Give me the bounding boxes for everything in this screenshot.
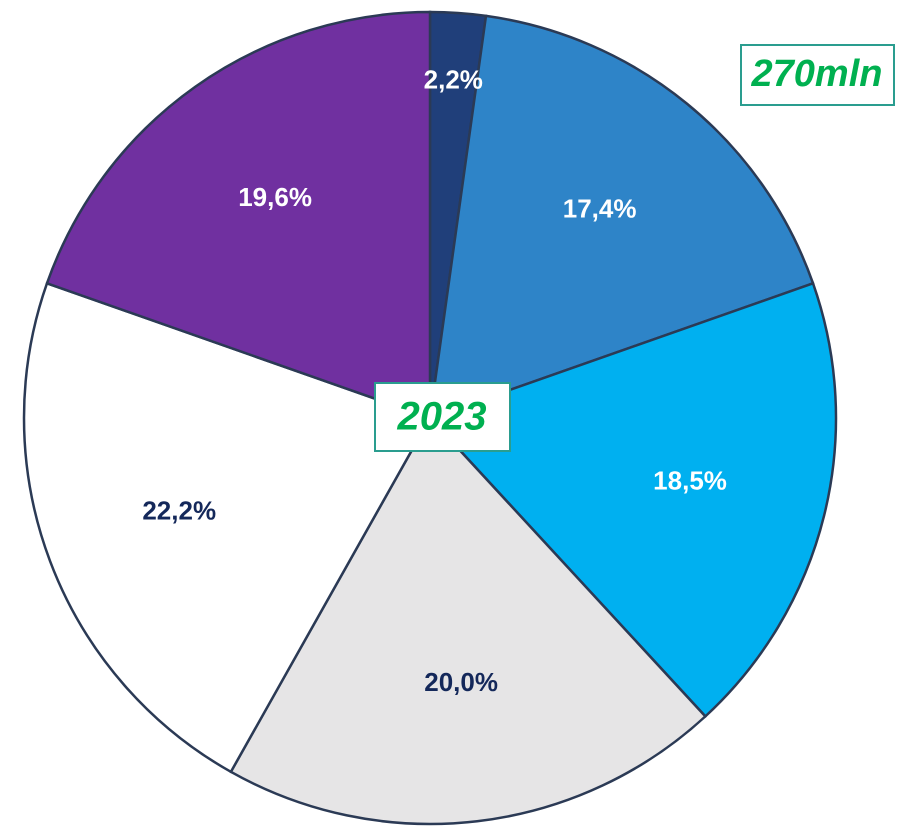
pie [22, 10, 838, 826]
data-label: 2,2% [424, 65, 483, 95]
pie-slice [427, 281, 838, 719]
pie-slice [22, 281, 432, 774]
data-label: 17,4% [563, 193, 637, 223]
total-box [740, 44, 895, 106]
pie-slice [45, 10, 432, 420]
data-label: 19,6% [238, 182, 312, 212]
data-labels: 2,2% 17,4% 18,5% 20,0% 22,2% 19,6% [142, 65, 727, 697]
year-annotation: 2023 [397, 395, 487, 439]
total-annotation: 270mln [751, 53, 883, 95]
pie-slice [229, 415, 708, 826]
data-label: 18,5% [653, 466, 727, 496]
data-label: 22,2% [142, 495, 216, 525]
center-box [374, 382, 511, 452]
pie-slice [428, 14, 815, 420]
data-label: 20,0% [424, 667, 498, 697]
